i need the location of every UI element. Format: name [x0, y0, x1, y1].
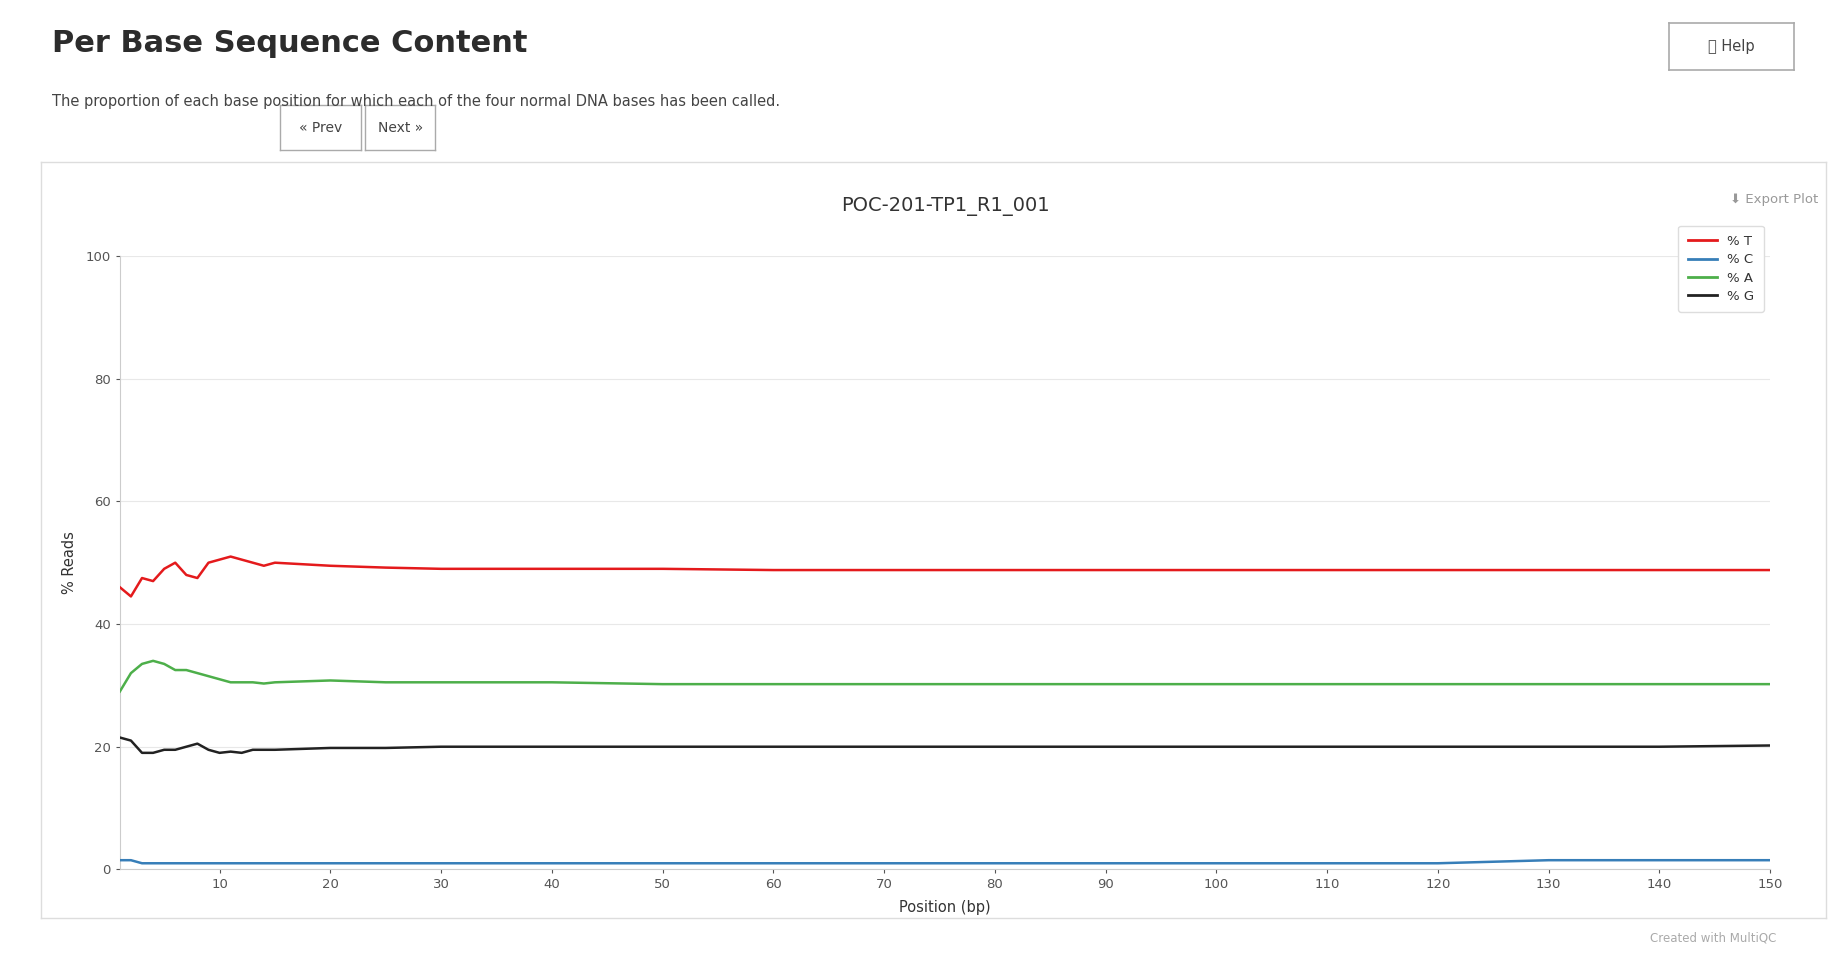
Text: Created with MultiQC: Created with MultiQC: [1650, 932, 1778, 945]
Text: POC-201-TP1_R1_001: POC-201-TP1_R1_001: [841, 197, 1049, 216]
Y-axis label: % Reads: % Reads: [63, 531, 77, 594]
Text: The proportion of each base position for which each of the four normal DNA bases: The proportion of each base position for…: [52, 94, 780, 109]
X-axis label: Position (bp): Position (bp): [900, 899, 990, 915]
Text: Per Base Sequence Content: Per Base Sequence Content: [52, 29, 527, 58]
Text: ❓ Help: ❓ Help: [1708, 39, 1755, 54]
Text: ⬇ Export Plot: ⬇ Export Plot: [1730, 193, 1818, 206]
Text: Back to overview heatmap: Back to overview heatmap: [66, 121, 254, 134]
Legend: % T, % C, % A, % G: % T, % C, % A, % G: [1678, 226, 1763, 312]
Text: Next »: Next »: [378, 121, 422, 134]
Text: 64: 64: [422, 38, 448, 55]
Text: « Prev: « Prev: [299, 121, 343, 134]
